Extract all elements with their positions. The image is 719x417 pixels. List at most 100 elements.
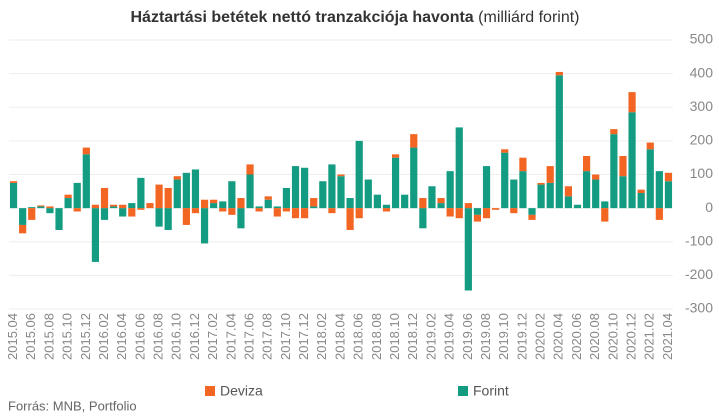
x-tick-label: 2017.10 [278,313,293,360]
x-tick-label: 2020.06 [569,313,584,360]
bar [610,129,618,135]
x-tick-label: 2019.10 [496,313,511,360]
bar [619,156,627,177]
bar [455,208,463,219]
x-tick-label: 2020.04 [551,313,566,360]
bar [37,205,45,207]
bar [637,189,645,193]
bar [319,181,327,209]
x-tick-label: 2018.12 [405,313,420,360]
bar [9,181,18,183]
x-tick-label: 2020.10 [605,313,620,360]
x-tick-label: 2016.02 [96,313,111,360]
y-tick-label: 100 [690,165,714,181]
bar [546,166,554,183]
bar [664,181,673,209]
bar [237,208,245,229]
legend-label: Forint [473,383,509,399]
bar [310,206,318,209]
bar [646,142,654,150]
x-tick-label: 2019.06 [460,313,475,360]
bar [482,166,491,209]
bar [382,204,391,209]
bar [210,203,218,209]
bar [28,207,36,209]
bar [373,194,381,209]
chart-title: Háztartási betétek nettó tranzakciója ha… [130,9,579,26]
bar [628,112,636,209]
x-tick-label: 2015.10 [60,313,75,360]
bar [200,208,209,244]
bar [73,208,81,212]
x-tick-label: 2015.12 [78,313,93,360]
bar [291,166,300,209]
x-tick-label: 2017.12 [296,313,311,360]
x-tick-label: 2020.02 [533,313,548,360]
bar [273,206,281,209]
bar [401,194,409,209]
bar [173,179,181,209]
bar [555,71,563,76]
bar [473,214,482,222]
x-tick-label: 2018.10 [387,313,402,360]
x-tick-label: 2016.04 [114,313,129,360]
bar [528,214,536,220]
x-tick-label: 2018.08 [369,313,384,360]
bar [55,208,63,230]
bar [428,186,436,209]
bar [237,198,245,209]
bar [346,208,354,230]
bar [592,174,600,180]
bar [410,134,418,148]
x-tick-label: 2016.06 [132,313,147,360]
bar [619,176,627,209]
bar [501,152,509,209]
y-tick-label: 200 [690,132,714,148]
bar [519,157,527,172]
x-tick-label: 2019.02 [423,313,438,360]
bar [419,198,427,209]
y-tick-label: 500 [690,31,714,47]
bar [473,208,482,215]
bar [337,176,345,209]
bar [19,224,27,234]
bar [437,203,445,209]
bar [664,172,673,182]
bar [182,172,190,209]
bar [219,201,227,209]
bar [301,208,309,219]
bar [382,208,391,212]
bar [346,198,354,209]
bar [510,208,518,214]
bar [592,179,600,209]
bar [164,208,172,230]
title-unit: (milliárd forint) [478,9,579,26]
bar [455,127,463,209]
bar [637,192,645,209]
bar [182,208,190,225]
bar [264,199,272,209]
bar [355,208,363,219]
bar [492,208,500,210]
bar [419,208,427,229]
bar [255,206,263,209]
x-tick-label: 2015.04 [5,313,20,360]
bar [219,208,227,212]
bar [282,187,291,209]
bar [146,203,154,209]
x-tick-label: 2018.06 [351,313,366,360]
x-tick-label: 2019.08 [478,313,493,360]
x-tick-label: 2021.02 [642,313,657,360]
bar [100,187,109,209]
bar [210,199,218,204]
x-tick-label: 2019.04 [442,313,457,360]
bar [110,206,118,209]
bar [82,147,90,155]
bar [337,174,345,177]
bar [228,181,236,209]
bar [128,208,136,217]
y-tick-label: 400 [690,64,714,80]
bar [19,208,27,225]
bar [191,169,200,209]
